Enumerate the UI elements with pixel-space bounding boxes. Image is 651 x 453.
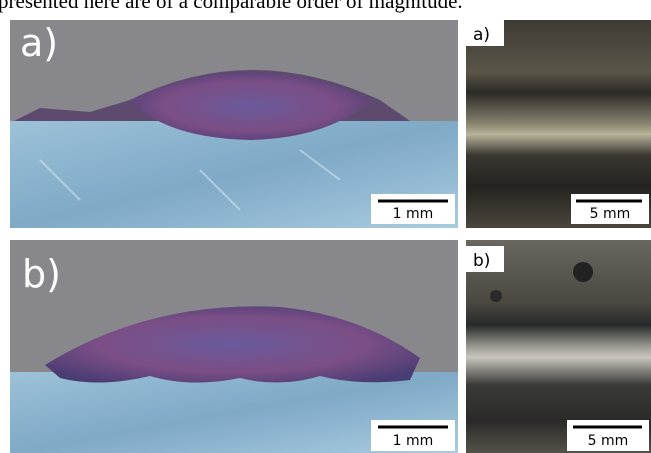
micrograph-b: b) 1 mm: [10, 240, 458, 453]
header-text: presented here are of a comparable order…: [0, 0, 463, 13]
panel-label: b): [22, 252, 61, 296]
scale-label: 1 mm: [393, 206, 434, 222]
surface-a: a) 5 mm: [466, 20, 651, 228]
scale-label: 1 mm: [393, 433, 434, 449]
micrograph-a: a) 1 mm: [10, 20, 458, 228]
scale-label: 5 mm: [588, 433, 629, 449]
panel-label: a): [473, 25, 490, 45]
scale-label: 5 mm: [590, 206, 631, 222]
panel-label: b): [473, 251, 490, 271]
panel-label: a): [20, 21, 58, 65]
surface-b: b) 5 mm: [466, 240, 651, 453]
